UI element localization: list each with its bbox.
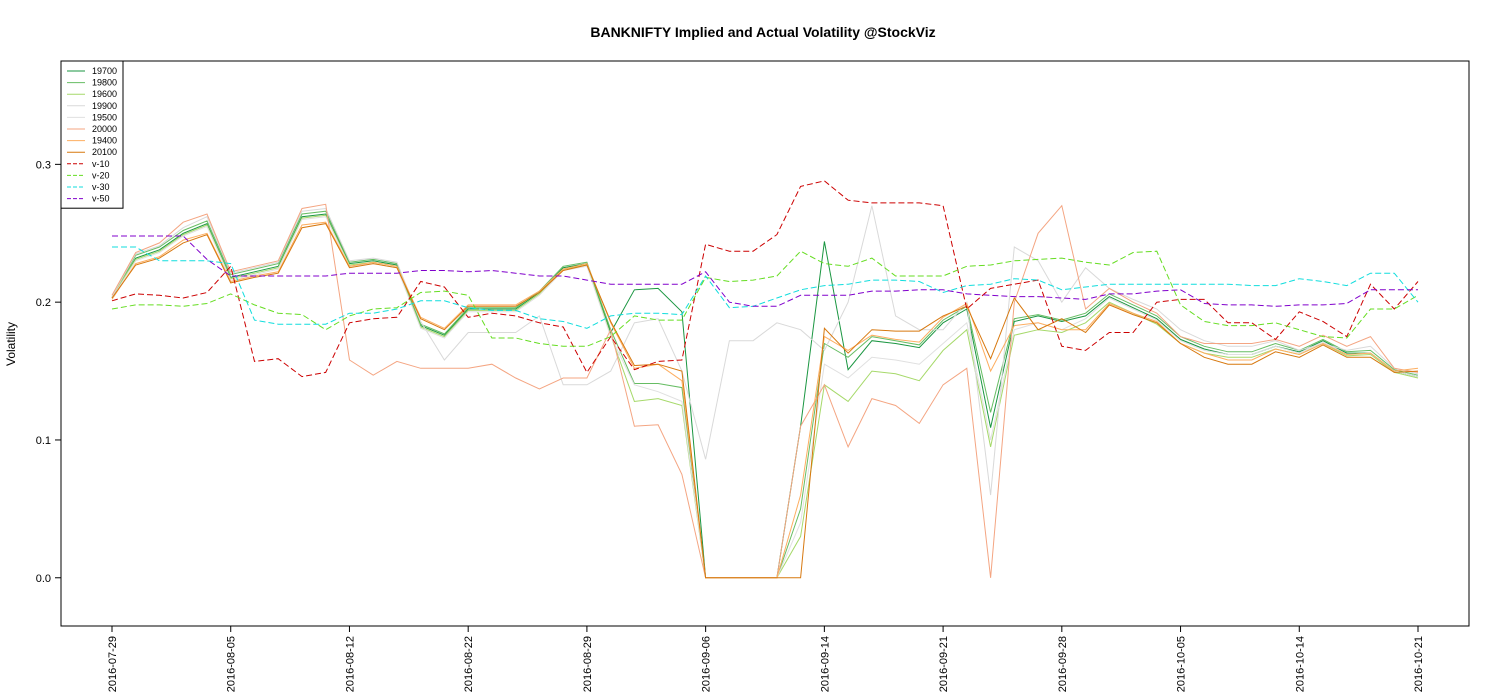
series-line-20000 xyxy=(111,203,1419,579)
legend-label: v-30 xyxy=(92,182,110,192)
x-tick-label: 2016-09-28 xyxy=(1057,636,1069,692)
series-line-20100 xyxy=(111,223,1419,579)
legend-label: v-50 xyxy=(92,194,110,204)
legend-label: 19800 xyxy=(92,78,117,88)
x-tick-label: 2016-10-21 xyxy=(1413,636,1425,692)
y-axis: 0.0 0.1 0.2 0.3 xyxy=(36,159,61,585)
legend-label: 19400 xyxy=(92,136,117,146)
series-line-v-50 xyxy=(112,235,1418,307)
series-line-v-10 xyxy=(111,180,1419,378)
plot-area xyxy=(111,180,1419,579)
legend-box xyxy=(60,60,124,209)
series-line-v-30 xyxy=(112,246,1419,329)
x-tick-label: 2016-08-29 xyxy=(582,636,594,692)
legend-label: v-10 xyxy=(92,159,110,169)
x-tick-label: 2016-10-05 xyxy=(1176,636,1188,692)
y-axis-label: Volatility xyxy=(4,322,18,366)
series-line-v-20 xyxy=(111,250,1419,347)
y-tick-label: 0.3 xyxy=(36,159,51,171)
x-axis: 2016-07-29 2016-08-05 2016-08-12 2016-08-22… xyxy=(107,626,1425,692)
x-tick-label: 2016-07-29 xyxy=(107,636,119,692)
legend-label: 20000 xyxy=(92,124,117,134)
x-tick-label: 2016-08-05 xyxy=(226,636,238,692)
legend-label: 19600 xyxy=(92,89,117,99)
x-tick-label: 2016-08-12 xyxy=(344,636,356,692)
series-line-19600 xyxy=(111,214,1419,579)
legend-label: 19500 xyxy=(92,112,117,122)
series-line-19700 xyxy=(111,213,1419,579)
x-tick-label: 2016-10-14 xyxy=(1294,636,1306,692)
legend-label: 20100 xyxy=(92,147,117,157)
y-tick-label: 0.1 xyxy=(36,435,51,447)
y-tick-label: 0.2 xyxy=(36,297,51,309)
legend-label: v-20 xyxy=(92,170,110,180)
plot-frame xyxy=(60,60,1470,627)
x-tick-label: 2016-09-06 xyxy=(701,636,713,692)
x-tick-label: 2016-09-14 xyxy=(819,636,831,692)
series-line-19900 xyxy=(111,205,1419,496)
legend-label: 19900 xyxy=(92,101,117,111)
chart-title: BANKNIFTY Implied and Actual Volatility … xyxy=(590,24,935,40)
y-tick-label: 0.0 xyxy=(36,573,51,585)
legend-label: 19700 xyxy=(92,66,117,76)
x-tick-label: 2016-08-22 xyxy=(463,636,475,692)
x-tick-label: 2016-09-21 xyxy=(938,636,950,692)
series-line-19800 xyxy=(111,210,1419,579)
series-line-19500 xyxy=(111,216,1419,579)
